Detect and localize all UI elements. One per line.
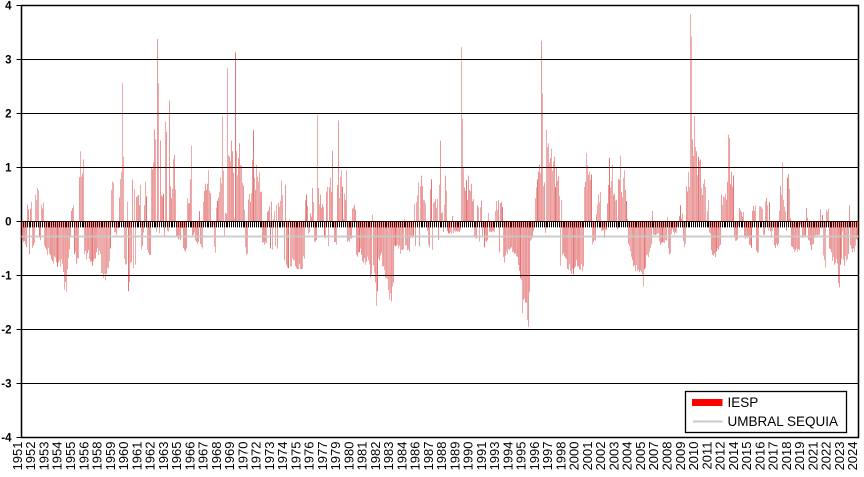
- svg-text:1960: 1960: [116, 442, 131, 471]
- svg-text:1955: 1955: [63, 442, 78, 471]
- svg-text:2000: 2000: [567, 442, 582, 471]
- svg-text:1996: 1996: [527, 442, 542, 471]
- svg-text:2023: 2023: [832, 442, 847, 471]
- svg-text:1966: 1966: [182, 442, 197, 471]
- svg-text:1958: 1958: [90, 442, 105, 471]
- svg-text:1986: 1986: [408, 442, 423, 471]
- svg-text:1988: 1988: [434, 442, 449, 471]
- svg-text:1954: 1954: [50, 442, 65, 471]
- svg-text:1973: 1973: [262, 442, 277, 471]
- svg-text:1956: 1956: [76, 442, 91, 471]
- svg-text:1980: 1980: [341, 442, 356, 471]
- svg-text:1991: 1991: [474, 442, 489, 471]
- svg-text:1970: 1970: [235, 442, 250, 471]
- svg-text:1961: 1961: [129, 442, 144, 471]
- svg-text:1979: 1979: [328, 442, 343, 471]
- svg-text:2008: 2008: [660, 442, 675, 471]
- svg-text:1965: 1965: [169, 442, 184, 471]
- svg-text:IESP: IESP: [728, 395, 759, 410]
- svg-text:-1: -1: [1, 271, 12, 283]
- svg-text:1959: 1959: [103, 442, 118, 471]
- svg-text:1987: 1987: [421, 442, 436, 471]
- svg-text:2003: 2003: [606, 442, 621, 471]
- svg-text:1962: 1962: [143, 442, 158, 471]
- svg-text:2014: 2014: [726, 442, 741, 471]
- svg-text:1967: 1967: [196, 442, 211, 471]
- svg-text:1993: 1993: [487, 442, 502, 471]
- svg-text:1974: 1974: [275, 442, 290, 471]
- svg-text:1976: 1976: [302, 442, 317, 471]
- svg-text:1951: 1951: [10, 442, 25, 471]
- svg-text:2: 2: [5, 109, 11, 121]
- svg-text:1953: 1953: [36, 442, 51, 471]
- svg-text:1997: 1997: [540, 442, 555, 471]
- svg-text:2010: 2010: [686, 442, 701, 471]
- svg-text:2022: 2022: [819, 442, 834, 471]
- svg-text:2001: 2001: [580, 442, 595, 471]
- svg-text:UMBRAL SEQUIA: UMBRAL SEQUIA: [728, 414, 839, 429]
- svg-text:2007: 2007: [646, 442, 661, 471]
- svg-text:2019: 2019: [792, 442, 807, 471]
- svg-text:1: 1: [5, 163, 12, 175]
- svg-text:2024: 2024: [845, 442, 860, 471]
- svg-text:2002: 2002: [593, 442, 608, 471]
- svg-text:1968: 1968: [209, 442, 224, 471]
- svg-text:2012: 2012: [713, 442, 728, 471]
- svg-text:2004: 2004: [620, 442, 635, 471]
- svg-text:1969: 1969: [222, 442, 237, 471]
- svg-text:2017: 2017: [766, 442, 781, 471]
- svg-text:-2: -2: [1, 325, 11, 337]
- svg-text:1995: 1995: [514, 442, 529, 471]
- svg-text:0: 0: [5, 217, 11, 229]
- svg-text:1998: 1998: [553, 442, 568, 471]
- svg-text:2009: 2009: [673, 442, 688, 471]
- svg-text:-3: -3: [1, 379, 11, 391]
- svg-text:4: 4: [5, 1, 12, 13]
- svg-text:1989: 1989: [447, 442, 462, 471]
- svg-text:2005: 2005: [633, 442, 648, 471]
- svg-text:1990: 1990: [461, 442, 476, 471]
- svg-text:-4: -4: [1, 433, 12, 445]
- svg-text:1982: 1982: [368, 442, 383, 471]
- svg-text:1952: 1952: [23, 442, 38, 471]
- svg-text:1983: 1983: [381, 442, 396, 471]
- svg-text:1963: 1963: [156, 442, 171, 471]
- svg-text:1984: 1984: [394, 442, 409, 471]
- svg-text:3: 3: [5, 55, 11, 67]
- svg-text:1975: 1975: [288, 442, 303, 471]
- svg-text:1977: 1977: [315, 442, 330, 471]
- svg-text:2011: 2011: [699, 442, 714, 470]
- svg-text:2018: 2018: [779, 442, 794, 471]
- svg-text:2015: 2015: [739, 442, 754, 471]
- svg-text:1981: 1981: [355, 442, 370, 471]
- svg-text:2021: 2021: [805, 442, 820, 471]
- svg-text:1972: 1972: [249, 442, 264, 471]
- svg-text:1994: 1994: [500, 442, 515, 471]
- svg-text:2016: 2016: [752, 442, 767, 471]
